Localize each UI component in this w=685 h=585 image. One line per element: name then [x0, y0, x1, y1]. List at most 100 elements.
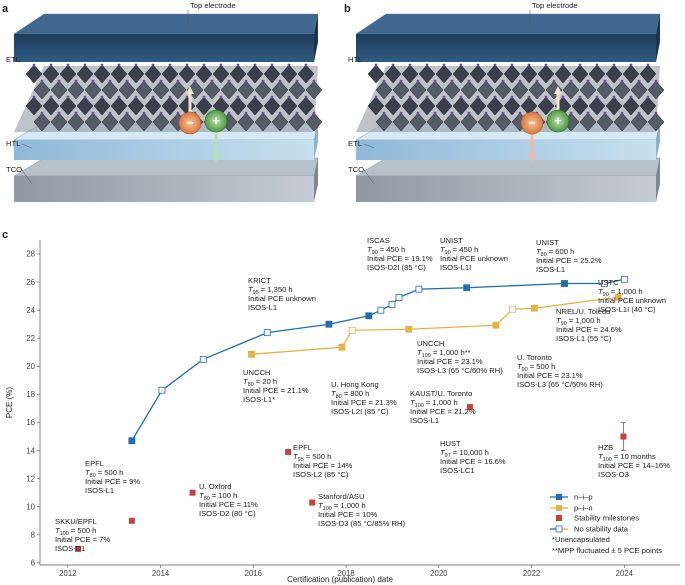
octahedron — [288, 80, 306, 100]
octahedron — [409, 80, 427, 100]
annotation-time: T80 = 100 h — [199, 491, 237, 502]
annotation-line: ISOS-D3 (85 °C/85% RH) — [318, 519, 405, 528]
legend-marker — [556, 515, 562, 521]
data-point — [509, 305, 516, 313]
octahedron — [246, 96, 264, 116]
octahedron — [588, 96, 606, 116]
annotation-label: ISCAS — [367, 236, 390, 245]
x-tick-label: 2024 — [616, 569, 634, 578]
annotation-label: NREL/U. Toledo — [556, 307, 610, 316]
atom — [168, 63, 172, 67]
atom — [312, 79, 316, 83]
atom — [185, 63, 189, 67]
milestone-point — [75, 545, 82, 552]
atom — [91, 111, 95, 115]
atom — [646, 95, 650, 99]
t-subscript: 100 — [422, 353, 431, 359]
octahedron — [588, 64, 606, 84]
series-line — [131, 278, 625, 442]
layer-label: HTL — [348, 55, 362, 64]
annotation-line: Initial PCE unknown — [440, 254, 508, 263]
t-subscript: 97 — [445, 453, 451, 459]
y-tick-label: 24 — [26, 306, 35, 315]
annotation-label: KRICT — [248, 276, 271, 285]
atom — [278, 111, 282, 115]
octahedron — [101, 112, 119, 132]
t-subscript: 80 — [90, 473, 96, 479]
annotation-line: Initial PCE = 23.1% — [517, 371, 583, 380]
atom — [32, 63, 36, 67]
octahedron — [579, 112, 597, 132]
data-point — [492, 321, 500, 329]
atom — [304, 63, 308, 67]
octahedron — [571, 64, 589, 84]
data-point — [395, 294, 403, 301]
t-symbol: T — [556, 316, 562, 325]
octahedron — [161, 96, 179, 116]
octahedron — [118, 112, 136, 132]
annotation-label: KAUST/U. Toronto — [410, 389, 472, 398]
data-point — [463, 284, 471, 292]
octahedron — [263, 64, 281, 84]
milestone-point — [620, 433, 627, 440]
atom — [134, 95, 138, 99]
top-electrode-top — [355, 13, 661, 35]
octahedron — [195, 64, 213, 84]
atom — [66, 63, 70, 67]
annotation-time: T100 = 1,000 h — [318, 501, 366, 512]
legend-note: *Unencapsulated — [552, 535, 610, 544]
atom — [236, 95, 240, 99]
atom — [142, 79, 146, 83]
annotation-line: ISOS-L2I (85 °C) — [331, 407, 389, 416]
octahedron — [33, 80, 51, 100]
octahedron — [435, 64, 453, 84]
leader — [21, 169, 33, 185]
t-value: = 1,000 h** — [433, 348, 471, 357]
data-point — [248, 350, 255, 358]
panel-label: c — [2, 229, 8, 241]
atom — [210, 79, 214, 83]
atom — [176, 79, 180, 83]
top-electrode-side — [656, 14, 660, 62]
octahedron — [392, 80, 410, 100]
t-subscript: 95 — [298, 457, 304, 463]
t-value: = 1,000 h — [569, 316, 601, 325]
hole — [546, 109, 570, 133]
atom — [603, 79, 607, 83]
leader — [21, 143, 33, 149]
octahedron — [452, 96, 470, 116]
atom — [467, 79, 471, 83]
atom — [603, 111, 607, 115]
octahedron — [271, 112, 289, 132]
layer-label: Top electrode — [190, 1, 236, 10]
legend-label: n–i–p — [574, 493, 593, 502]
atom — [433, 79, 437, 83]
atom — [142, 111, 146, 115]
atom — [399, 111, 403, 115]
t-symbol: T — [598, 287, 604, 296]
data-point — [620, 275, 628, 283]
annotation-line: Initial PCE = 21.1% — [243, 386, 309, 395]
t-symbol: T — [318, 501, 324, 510]
data-point — [199, 355, 207, 363]
annotation-time: T80 = 20 h — [243, 377, 277, 388]
t-subscript: 90 — [561, 321, 567, 327]
octahedron — [212, 64, 230, 84]
annotation-time: T90 = 450 h — [367, 245, 405, 256]
atom — [125, 111, 129, 115]
atom — [527, 95, 531, 99]
octahedron — [152, 112, 170, 132]
atom — [433, 111, 437, 115]
octahedron — [401, 64, 419, 84]
atom — [287, 63, 291, 67]
annotation-label: UNCCH — [417, 339, 444, 348]
annotation-line: ISOS-L1* — [243, 395, 275, 404]
arrow-head — [528, 154, 536, 162]
atom — [108, 111, 112, 115]
t-subscript: 90 — [603, 292, 609, 298]
